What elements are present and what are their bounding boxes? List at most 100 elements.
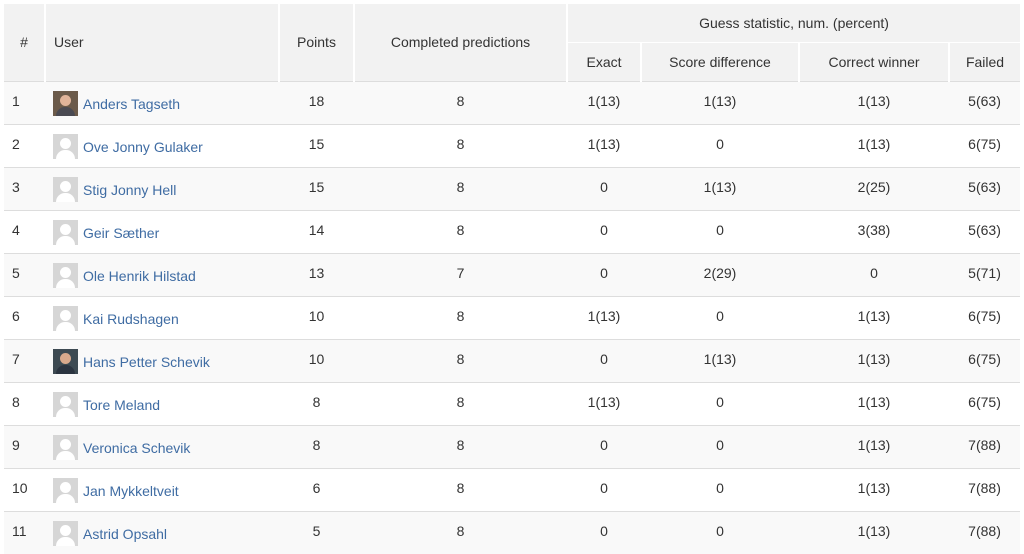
failed-cell: 5(63) bbox=[968, 178, 1001, 195]
table-row: 11 Astrid Opsahl 5 8 0 0 1(13) 7(88) bbox=[4, 511, 1021, 554]
correct-winner-cell: 1(13) bbox=[857, 436, 891, 453]
exact-cell: 1(13) bbox=[587, 135, 621, 152]
table-row: 7 Hans Petter Schevik 10 8 0 1(13) 1(13) 6(75) bbox=[4, 339, 1021, 382]
score-difference-cell: 0 bbox=[716, 135, 724, 152]
avatar[interactable] bbox=[53, 392, 78, 417]
points-cell: 10 bbox=[308, 350, 325, 367]
completed-cell: 8 bbox=[456, 522, 465, 539]
correct-winner-cell: 1(13) bbox=[857, 350, 891, 367]
failed-cell: 5(63) bbox=[968, 221, 1001, 238]
completed-cell: 8 bbox=[456, 350, 465, 367]
user-cell: Geir Sæther bbox=[45, 210, 279, 253]
points-cell: 15 bbox=[308, 178, 325, 195]
correct-winner-header: Correct winner bbox=[799, 42, 950, 81]
rank-cell: 9 bbox=[12, 436, 20, 453]
correct-winner-cell: 1(13) bbox=[857, 479, 891, 496]
avatar[interactable] bbox=[53, 177, 78, 202]
user-link[interactable]: Jan Mykkeltveit bbox=[83, 482, 179, 499]
rank-cell: 1 bbox=[12, 92, 20, 109]
table-row: 6 Kai Rudshagen 10 8 1(13) 0 1(13) 6(75) bbox=[4, 296, 1021, 339]
exact-cell: 0 bbox=[600, 436, 608, 453]
failed-cell: 5(63) bbox=[968, 92, 1001, 109]
exact-cell: 1(13) bbox=[587, 307, 621, 324]
standings-body: 1 Anders Tagseth 18 8 1(13) 1(13) 1(13) 5(63) 2 O… bbox=[4, 81, 1021, 554]
score-difference-cell: 0 bbox=[716, 436, 724, 453]
user-link[interactable]: Stig Jonny Hell bbox=[83, 181, 177, 198]
rank-cell: 8 bbox=[12, 393, 20, 410]
user-link[interactable]: Ole Henrik Hilstad bbox=[83, 267, 196, 284]
failed-cell: 6(75) bbox=[968, 307, 1001, 324]
avatar[interactable] bbox=[53, 263, 78, 288]
avatar[interactable] bbox=[53, 435, 78, 460]
avatar[interactable] bbox=[53, 91, 78, 116]
user-header: User bbox=[45, 4, 280, 81]
exact-cell: 0 bbox=[600, 522, 608, 539]
correct-winner-cell: 1(13) bbox=[857, 393, 891, 410]
user-cell: Veronica Schevik bbox=[45, 425, 279, 468]
correct-winner-cell: 1(13) bbox=[857, 135, 891, 152]
points-cell: 15 bbox=[308, 135, 325, 152]
rank-cell: 10 bbox=[12, 479, 28, 496]
user-link[interactable]: Tore Meland bbox=[83, 396, 161, 413]
exact-header: Exact bbox=[567, 42, 642, 81]
completed-cell: 7 bbox=[456, 264, 465, 281]
correct-winner-cell: 3(38) bbox=[857, 221, 891, 238]
avatar[interactable] bbox=[53, 306, 78, 331]
avatar[interactable] bbox=[53, 349, 78, 374]
failed-cell: 6(75) bbox=[968, 135, 1001, 152]
completed-predictions-header: Completed predictions bbox=[354, 4, 568, 81]
exact-cell: 1(13) bbox=[587, 92, 621, 109]
failed-cell: 7(88) bbox=[968, 436, 1001, 453]
points-cell: 8 bbox=[312, 393, 321, 410]
score-difference-cell: 1(13) bbox=[703, 178, 737, 195]
user-cell: Astrid Opsahl bbox=[45, 511, 279, 554]
failed-header: Failed bbox=[949, 42, 1021, 81]
user-link[interactable]: Geir Sæther bbox=[83, 224, 160, 241]
points-cell: 10 bbox=[308, 307, 325, 324]
score-difference-header: Score difference bbox=[641, 42, 800, 81]
correct-winner-cell: 1(13) bbox=[857, 307, 891, 324]
guess-statistic-header: Guess statistic, num. (percent) bbox=[567, 4, 1021, 43]
points-cell: 5 bbox=[312, 522, 321, 539]
failed-cell: 6(75) bbox=[968, 350, 1001, 367]
score-difference-cell: 0 bbox=[716, 221, 724, 238]
completed-cell: 8 bbox=[456, 135, 465, 152]
rank-cell: 4 bbox=[12, 221, 20, 238]
user-link[interactable]: Veronica Schevik bbox=[83, 439, 191, 456]
table-row: 10 Jan Mykkeltveit 6 8 0 0 1(13) 7(88) bbox=[4, 468, 1021, 511]
exact-cell: 0 bbox=[600, 221, 608, 238]
correct-winner-cell: 2(25) bbox=[857, 178, 891, 195]
avatar[interactable] bbox=[53, 220, 78, 245]
user-cell: Stig Jonny Hell bbox=[45, 167, 279, 210]
avatar[interactable] bbox=[53, 134, 78, 159]
score-difference-cell: 0 bbox=[716, 522, 724, 539]
exact-cell: 0 bbox=[600, 479, 608, 496]
user-link[interactable]: Anders Tagseth bbox=[83, 95, 181, 112]
correct-winner-cell: 1(13) bbox=[857, 92, 891, 109]
points-cell: 6 bbox=[312, 479, 321, 496]
user-cell: Anders Tagseth bbox=[45, 81, 279, 124]
standings-table: # User Points Completed predictions Gues… bbox=[4, 4, 1021, 554]
score-difference-cell: 1(13) bbox=[703, 350, 737, 367]
user-cell: Ove Jonny Gulaker bbox=[45, 124, 279, 167]
exact-cell: 0 bbox=[600, 264, 608, 281]
avatar[interactable] bbox=[53, 521, 78, 547]
completed-cell: 8 bbox=[456, 479, 465, 496]
score-difference-cell: 0 bbox=[716, 393, 724, 410]
user-link[interactable]: Hans Petter Schevik bbox=[83, 353, 210, 370]
exact-cell: 0 bbox=[600, 350, 608, 367]
completed-cell: 8 bbox=[456, 307, 465, 324]
score-difference-cell: 0 bbox=[716, 307, 724, 324]
table-row: 4 Geir Sæther 14 8 0 0 3(38) 5(63) bbox=[4, 210, 1021, 253]
user-link[interactable]: Astrid Opsahl bbox=[83, 525, 168, 542]
score-difference-cell: 1(13) bbox=[703, 92, 737, 109]
points-cell: 18 bbox=[308, 92, 325, 109]
user-link[interactable]: Kai Rudshagen bbox=[83, 310, 179, 327]
user-link[interactable]: Ove Jonny Gulaker bbox=[83, 138, 203, 155]
user-cell: Ole Henrik Hilstad bbox=[45, 253, 279, 296]
avatar[interactable] bbox=[53, 478, 78, 503]
rank-cell: 6 bbox=[12, 307, 20, 324]
table-row: 3 Stig Jonny Hell 15 8 0 1(13) 2(25) 5(63) bbox=[4, 167, 1021, 210]
completed-cell: 8 bbox=[456, 221, 465, 238]
points-cell: 14 bbox=[308, 221, 325, 238]
